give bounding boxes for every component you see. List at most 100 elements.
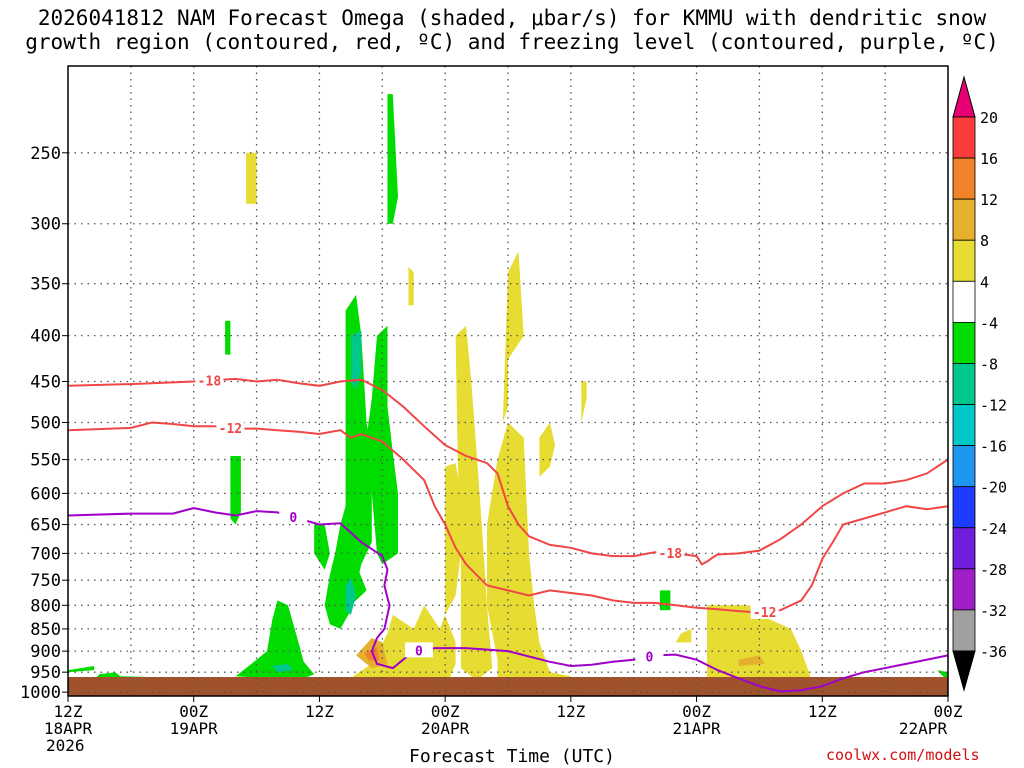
y-tick-label: 850: [30, 620, 61, 640]
colorbar-bottom-arrow: [952, 650, 976, 692]
omega-region: [502, 251, 524, 423]
colorbar-label: 16: [980, 150, 998, 168]
contour-label-bg: [635, 648, 664, 664]
contour-label: -12: [753, 606, 776, 621]
colorbar-segment: [952, 198, 976, 241]
x-tick-label: 22APR: [899, 719, 948, 738]
x-tick-label: 12Z: [305, 702, 334, 721]
y-tick-label: 700: [30, 544, 61, 564]
contour-label-bg: [656, 545, 685, 561]
grid-layer: [68, 66, 948, 696]
omega-region: [345, 463, 461, 687]
y-tick-label: 300: [30, 215, 61, 235]
colorbar-segment: [952, 321, 976, 364]
colorbar-label: -16: [980, 438, 1007, 456]
colorbar-label: -24: [980, 520, 1007, 538]
contour-label-bg: [279, 508, 308, 524]
contour-label: -18: [198, 375, 222, 390]
colorbar-segment: [952, 157, 976, 200]
y-tick-label: 800: [30, 596, 61, 616]
chart-title: 2026041812 NAM Forecast Omega (shaded, μ…: [25, 6, 999, 54]
x-tick-label: 00Z: [431, 702, 460, 721]
y-tick-label: 350: [30, 275, 61, 295]
colorbar-label: -12: [980, 397, 1007, 415]
omega-region: [225, 320, 231, 355]
omega-region: [335, 542, 367, 606]
omega-region: [738, 655, 765, 666]
contour-label: -12: [219, 422, 242, 437]
omega-region: [675, 628, 692, 643]
credit-text: coolwx.com/models: [826, 746, 980, 764]
omega-colorbar: 20 16 12 8 4 -4 -8 -12 -16 -20 -24 -28 -32 -36: [952, 75, 1007, 692]
omega-region: [230, 456, 241, 525]
colorbar-label: -28: [980, 561, 1007, 579]
x-tick-label: 18APR: [44, 719, 93, 738]
omega-region: [235, 600, 315, 681]
omega-region: [539, 422, 556, 477]
x-axis-label: Forecast Time (UTC): [409, 746, 615, 767]
ground-band: [68, 677, 948, 696]
omega-region: [581, 381, 587, 423]
colorbar-label: -36: [980, 643, 1007, 661]
x-tick-label: 00Z: [934, 702, 963, 721]
contour-layer: -18 -18 -12 -12 0 0 0: [67, 372, 949, 693]
x-tick-label: 12Z: [54, 702, 83, 721]
colorbar-label: -4: [980, 314, 998, 332]
colorbar-label: -8: [980, 355, 998, 373]
colorbar-label: -32: [980, 602, 1007, 620]
colorbar-segment: [952, 116, 976, 159]
y-tick-label: 250: [30, 144, 61, 164]
y-tick-label: 550: [30, 451, 61, 471]
contour-label-bg: [750, 603, 779, 619]
x-tick-label: 20APR: [421, 719, 470, 738]
colorbar-segment: [952, 486, 976, 529]
contour-label-bg: [195, 372, 224, 388]
omega-region: [246, 152, 257, 204]
y-tick-label: 650: [30, 516, 61, 536]
y-tick-label: 750: [30, 571, 61, 591]
y-tick-label: 1000: [20, 683, 61, 703]
temperature-contour: [67, 377, 949, 566]
x-tick-label: 00Z: [179, 702, 208, 721]
x-tick-label: 21APR: [672, 719, 721, 738]
contour-label-bg: [216, 420, 245, 436]
contour-label: 0: [646, 651, 654, 666]
contour-label: -18: [659, 547, 683, 562]
colorbar-top-arrow: [952, 75, 976, 118]
omega-region: [455, 325, 493, 681]
colorbar-segment: [952, 609, 976, 652]
x-tick-label: 12Z: [556, 702, 585, 721]
colorbar-segment: [952, 445, 976, 488]
y-tick-label: 450: [30, 372, 61, 392]
omega-region: [350, 330, 362, 390]
contour-label-bg: [404, 642, 433, 658]
y-tick-label: 950: [30, 663, 61, 683]
x-tick-label: 19APR: [170, 719, 219, 738]
omega-region: [324, 294, 372, 629]
contour-label: 0: [415, 644, 423, 659]
omega-region: [408, 266, 414, 306]
omega-region: [314, 524, 330, 570]
y-tick-label: 900: [30, 642, 61, 662]
y-tick-label: 500: [30, 413, 61, 433]
colorbar-segment: [952, 527, 976, 570]
colorbar-segment: [952, 363, 976, 405]
omega-region: [387, 94, 398, 224]
contour-label: 0: [289, 511, 297, 526]
temperature-contour: [67, 421, 949, 614]
y-tick-label: 400: [30, 327, 61, 347]
omega-region: [707, 605, 812, 689]
colorbar-segment: [952, 404, 976, 447]
colorbar-label: -20: [980, 479, 1007, 497]
colorbar-label: 20: [980, 109, 998, 127]
colorbar-label: 8: [980, 232, 989, 250]
omega-region: [487, 422, 571, 689]
omega-region: [272, 663, 294, 673]
omega-region: [68, 666, 95, 673]
x-tick-label: 2026: [46, 736, 85, 755]
colorbar-segment: [952, 239, 976, 282]
y-axis-ticks: 2503003504004505005506006507007508008509…: [20, 144, 68, 703]
colorbar-segment: [952, 280, 976, 323]
